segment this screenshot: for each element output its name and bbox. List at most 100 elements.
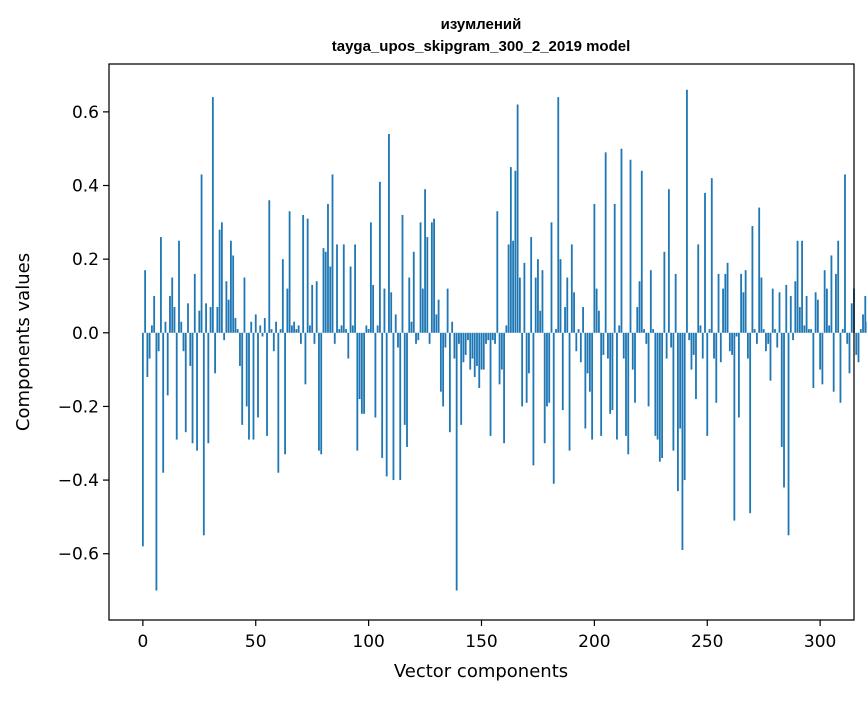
bar-component-58 [273,333,275,351]
bar-component-261 [731,333,733,355]
bar-component-290 [797,241,799,333]
bar-component-253 [713,333,715,359]
bar-component-291 [799,307,801,333]
bar-component-196 [584,333,586,429]
bar-component-97 [361,333,363,414]
bar-component-242 [688,333,690,340]
bar-component-137 [451,322,453,333]
bar-component-107 [384,289,386,333]
bar-component-251 [709,329,711,333]
bar-component-231 [663,252,665,333]
bar-component-115 [402,215,404,333]
bar-component-254 [715,333,717,403]
bar-component-259 [727,263,729,333]
bar-component-44 [241,333,243,425]
bar-component-104 [377,325,379,332]
bar-component-317 [858,333,860,362]
bar-component-129 [433,219,435,333]
bar-component-277 [767,333,769,344]
bar-component-138 [454,333,456,359]
bar-component-206 [607,333,609,359]
bar-component-238 [679,333,681,429]
bar-component-202 [598,311,600,333]
bar-component-3 [149,333,151,359]
y-tick-label: 0.0 [72,324,99,344]
bar-component-150 [481,333,483,370]
bar-component-43 [239,333,241,366]
bar-component-90 [345,329,347,333]
bar-component-36 [223,333,225,340]
bar-component-1 [144,270,146,333]
bar-component-301 [821,333,823,385]
bar-component-307 [835,274,837,333]
bar-component-94 [354,244,356,332]
bar-component-229 [659,333,661,462]
bar-component-33 [216,307,218,333]
bar-component-113 [397,333,399,348]
bar-component-169 [523,263,525,333]
bar-component-88 [341,325,343,332]
bar-component-195 [582,307,584,333]
x-tick-label: 0 [137,632,148,652]
bar-component-181 [551,222,553,332]
bar-component-95 [356,333,358,451]
bar-component-125 [424,189,426,333]
bar-component-200 [593,204,595,333]
bar-component-263 [736,333,738,337]
bar-component-304 [828,325,830,332]
bar-component-249 [704,193,706,333]
bar-component-216 [630,160,632,333]
bar-component-300 [819,333,821,370]
bar-component-161 [505,325,507,332]
bar-component-219 [636,307,638,333]
bar-component-225 [650,270,652,333]
bar-component-236 [675,274,677,333]
bar-component-311 [844,174,846,332]
bar-component-154 [490,333,492,436]
y-tick-label: 0.6 [72,103,99,123]
bar-component-68 [295,329,297,333]
bar-component-276 [765,333,767,351]
bar-component-167 [519,278,521,333]
bar-component-34 [219,230,221,333]
bar-component-230 [661,333,663,458]
bar-component-8 [160,237,162,333]
bar-component-21 [189,333,191,366]
bar-component-260 [729,333,731,351]
bar-component-284 [783,333,785,488]
bar-component-72 [305,333,307,385]
bar-component-143 [465,333,467,355]
bar-component-128 [431,222,433,332]
bar-component-180 [548,333,550,403]
bar-component-85 [334,333,336,344]
bar-component-281 [776,333,778,348]
bar-component-112 [395,314,397,332]
bar-component-16 [178,241,180,333]
bar-component-17 [180,322,182,333]
bar-component-148 [476,333,478,366]
bar-component-179 [546,333,548,407]
bar-component-89 [343,244,345,332]
bar-component-177 [542,270,544,333]
bar-component-314 [851,303,853,332]
bar-component-186 [562,333,564,410]
bar-component-302 [824,270,826,333]
bar-component-30 [210,307,212,333]
bar-component-282 [779,292,781,333]
bar-component-123 [420,222,422,332]
bar-component-111 [393,333,395,480]
bar-component-98 [363,333,365,414]
bar-component-147 [474,333,476,377]
bar-component-155 [492,333,494,340]
bar-component-56 [268,200,270,333]
bar-component-224 [648,333,650,407]
bar-component-149 [478,333,480,388]
bar-component-190 [571,244,573,332]
bar-component-182 [553,333,555,484]
bar-component-223 [645,333,647,344]
bar-component-158 [499,333,501,385]
y-tick-label: 0.4 [72,177,99,197]
bar-component-13 [171,278,173,333]
bar-component-235 [672,333,674,451]
bar-component-59 [275,322,277,333]
